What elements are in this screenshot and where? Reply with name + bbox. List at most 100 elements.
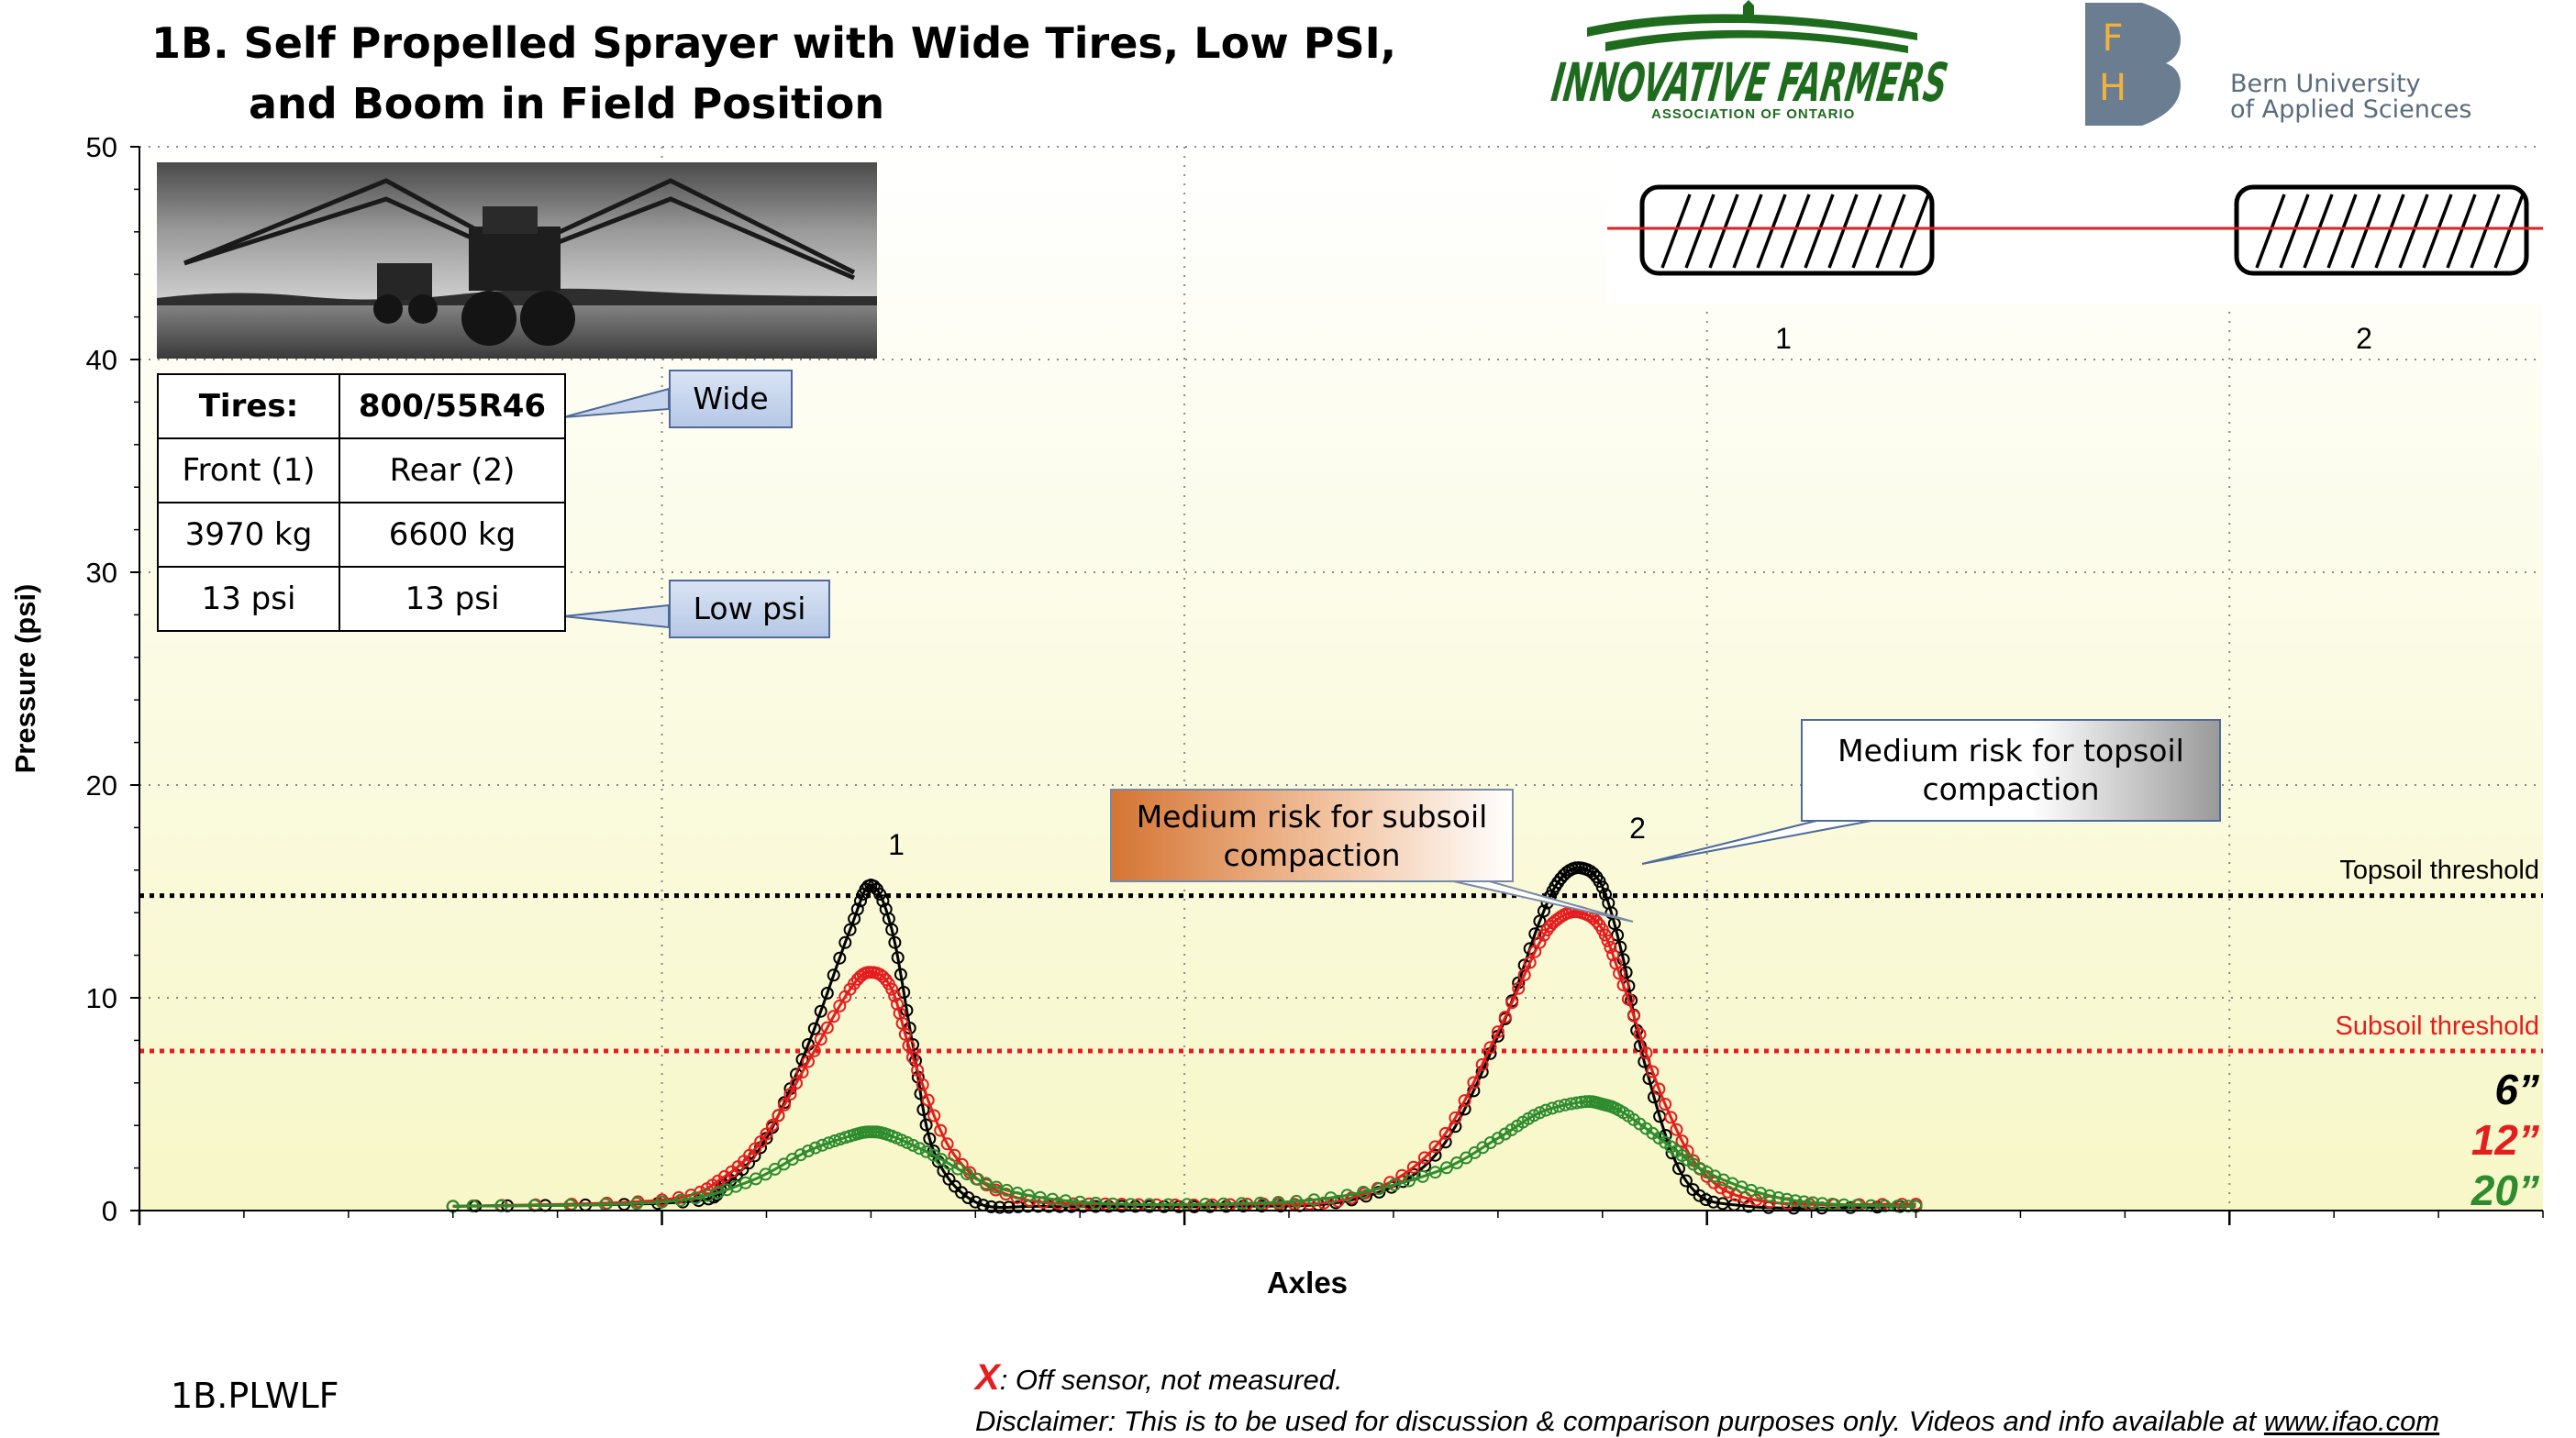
tires-label-cell: Tires: (157, 373, 340, 439)
series-marker (993, 1200, 1006, 1214)
table-row: Tires: 800/55R46 (157, 373, 566, 439)
series-marker (1672, 1162, 1685, 1176)
series-marker (1491, 1132, 1505, 1145)
series-marker (1729, 1189, 1743, 1202)
tire-tread (1756, 194, 1787, 269)
y-tick-label: 10 (86, 982, 117, 1014)
tire-tread (2422, 194, 2453, 269)
series-marker (888, 990, 902, 1003)
series-marker (1089, 1196, 1103, 1210)
series-marker (766, 1118, 779, 1132)
series-marker (794, 1148, 807, 1162)
series-marker (816, 1138, 829, 1152)
series-marker (814, 1033, 827, 1046)
table-row: 3970 kg 6600 kg (157, 502, 566, 568)
series-marker (689, 1191, 703, 1205)
series-marker (1458, 1094, 1471, 1108)
series-marker (772, 1109, 785, 1123)
series-marker (1659, 1129, 1672, 1142)
table-row: 13 psi 13 psi (157, 566, 566, 632)
series-marker (873, 888, 887, 902)
series-marker (1357, 1185, 1371, 1199)
tire-tread (1684, 194, 1715, 269)
series-marker (1902, 1200, 1915, 1213)
off-sensor-text: : Off sensor, not measured. (999, 1364, 1343, 1396)
tire-spec-table: Tires: 800/55R46 Front (1) Rear (2) 3970… (157, 373, 566, 632)
tire-tread (2446, 194, 2477, 269)
front-load-cell: 3970 kg (157, 502, 340, 568)
series-marker (1235, 1197, 1249, 1211)
series-marker (1601, 934, 1615, 947)
series-marker (1324, 1191, 1338, 1205)
series-marker (1498, 1011, 1512, 1024)
axes (139, 147, 2543, 1211)
axle-diagram-label-1: 1 (1775, 322, 1792, 355)
series-marker (1771, 1191, 1785, 1204)
ifao-logo-subtitle: ASSOCIATION OF ONTARIO (1651, 106, 1856, 122)
series-marker (1639, 1046, 1653, 1060)
tire-tread (2374, 194, 2405, 269)
series-marker (984, 1200, 998, 1213)
series-marker (1073, 1195, 1087, 1209)
tire-tread (1708, 194, 1739, 269)
series-marker (921, 1093, 935, 1107)
y-ticks: 0 10 20 30 40 50 (86, 131, 139, 1227)
series-marker (807, 1022, 821, 1035)
tire-outline (1639, 184, 1935, 276)
tire-tread (2350, 194, 2382, 269)
ifao-link[interactable]: www.ifao.com (2263, 1405, 2440, 1437)
series-marker (807, 1044, 821, 1057)
series-marker (969, 1195, 983, 1209)
series-marker (674, 1193, 687, 1207)
series-marker (1533, 1106, 1547, 1120)
figure-code: 1B.PLWLF (171, 1376, 339, 1416)
series-marker (1512, 981, 1526, 995)
y-tick-label: 50 (86, 131, 117, 163)
series-marker (1599, 888, 1612, 902)
series-marker (898, 1027, 912, 1041)
series-marker (923, 1132, 937, 1145)
series-marker (1002, 1200, 1016, 1214)
series-20in (446, 1095, 1923, 1213)
ifao-logo: INNOVATIVE FARMERS (1549, 0, 1951, 114)
disclaimer: Disclaimer: This is to be used for discu… (975, 1405, 2439, 1438)
disclaimer-text: Disclaimer: This is to be used for discu… (975, 1405, 2264, 1437)
series-marker (1616, 979, 1630, 992)
fh-logo-letter-h: H (2099, 67, 2126, 109)
series-marker (911, 1064, 925, 1077)
series-marker (1606, 948, 1620, 962)
series-marker (900, 1003, 914, 1017)
series-marker (1652, 1082, 1666, 1096)
series-marker (906, 1051, 919, 1064)
legend-6in: 6” (2494, 1066, 2539, 1113)
series-marker (1613, 967, 1627, 980)
series-marker (1467, 1076, 1481, 1090)
fh-logo-line2: of Applied Sciences (2230, 95, 2472, 124)
series-marker (1806, 1196, 1820, 1210)
rear-load-cell: 6600 kg (339, 502, 566, 568)
series-marker (1253, 1196, 1267, 1210)
tire-tread (2398, 194, 2429, 269)
series-marker (1797, 1195, 1811, 1209)
low-psi-callout: Low psi (669, 580, 830, 638)
series-marker (1523, 956, 1537, 969)
series-marker (913, 1142, 927, 1156)
y-tick-label: 40 (86, 344, 117, 376)
series-marker (1616, 953, 1630, 967)
series-marker (820, 1021, 834, 1034)
series-marker (850, 902, 864, 916)
series-marker (891, 997, 904, 1011)
series-marker (919, 1145, 933, 1158)
peak-label-axle-1: 1 (888, 828, 905, 861)
threshold-lines (139, 893, 2543, 1054)
series-marker (1675, 1134, 1689, 1148)
series-marker (760, 1127, 773, 1141)
y-axis-label: Pressure (psi) (9, 584, 41, 774)
series-marker (1216, 1197, 1230, 1211)
series-marker (808, 1141, 822, 1155)
tire-1-icon (1639, 184, 1935, 276)
peak-label-axle-2: 2 (1629, 812, 1646, 845)
x-ticks (138, 1211, 2544, 1225)
fh-logo-letter-f: F (2102, 17, 2123, 60)
y-tick-label: 20 (86, 769, 117, 802)
